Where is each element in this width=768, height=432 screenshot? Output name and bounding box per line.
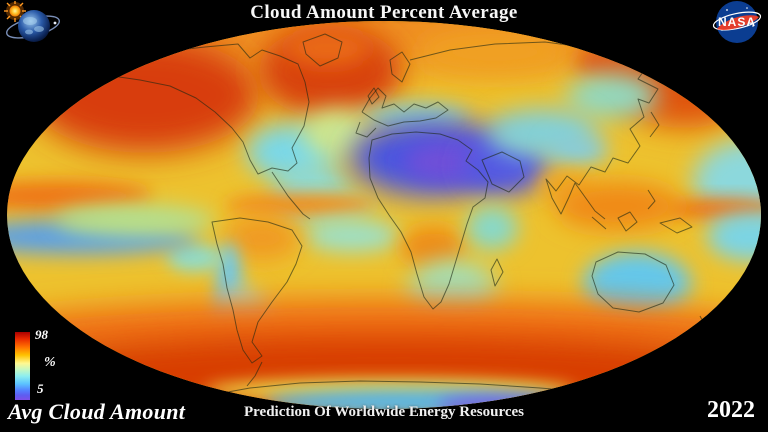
colorbar-legend: 98 % 5 <box>0 325 90 410</box>
nasa-stars <box>721 7 754 31</box>
coastline-path <box>271 171 311 220</box>
coastline-path <box>659 217 693 234</box>
coastline-path <box>647 189 656 210</box>
dataset-label: Avg Cloud Amount <box>8 399 186 424</box>
coastline-path <box>490 258 504 287</box>
map-region-peru-coast-cyan <box>167 244 223 272</box>
map-region-china-cyan <box>566 74 658 118</box>
legend-min-label: 5 <box>37 381 44 396</box>
coastline-path <box>367 87 380 105</box>
map-region-atlantic-itcz-orange <box>225 193 375 217</box>
map-region-east-pacific-cyan-lower <box>707 213 761 261</box>
source-label: Prediction Of Worldwide Energy Resources <box>244 404 524 420</box>
coastline-path <box>481 151 525 193</box>
legend-max-label: 98 <box>35 327 48 342</box>
earth-globe-logo <box>3 1 61 49</box>
coastline-path <box>591 251 675 313</box>
coastline-path <box>368 131 489 310</box>
map-region-gulf-guinea-cyan <box>304 220 400 252</box>
map-region-australia-cyan <box>583 252 691 316</box>
nasa-red-swoosh <box>717 15 759 30</box>
coastline-path <box>211 217 303 364</box>
map-region-congo-orange <box>401 226 465 270</box>
satellite-dot <box>53 21 57 25</box>
globe-clouds <box>23 17 44 35</box>
coastline-path <box>649 111 660 138</box>
colorbar-gradient <box>15 332 30 400</box>
legend-unit-label: % <box>44 355 56 370</box>
coastline-path <box>355 87 449 138</box>
coastline-path <box>199 361 601 398</box>
coastline-path <box>389 51 411 83</box>
globe-sphere <box>18 10 50 42</box>
coastline-path <box>302 33 343 67</box>
map-region-east-eq-pacific-green <box>55 204 215 236</box>
earth-globe-logo-graphic <box>4 1 60 42</box>
nasa-logo-text: NASA <box>717 15 756 29</box>
nasa-logo: NASA <box>709 0 765 46</box>
map-region-amazon-orange <box>224 216 300 260</box>
map-region-greenland-orange <box>286 30 370 66</box>
nasa-orbit-ellipse <box>712 11 762 31</box>
coastline-path <box>591 216 607 230</box>
coastline-path <box>91 43 310 175</box>
map-region-himalaya-cyan <box>548 136 608 164</box>
map-region-horn-africa-cyan <box>466 206 518 250</box>
page-title: Cloud Amount Percent Average <box>250 2 518 23</box>
year-label: 2022 <box>707 397 755 423</box>
nasa-logo-graphic <box>712 1 762 43</box>
coastline-path <box>617 211 638 232</box>
map-region-siberia-orange <box>420 30 570 74</box>
sun-icon <box>4 1 26 22</box>
